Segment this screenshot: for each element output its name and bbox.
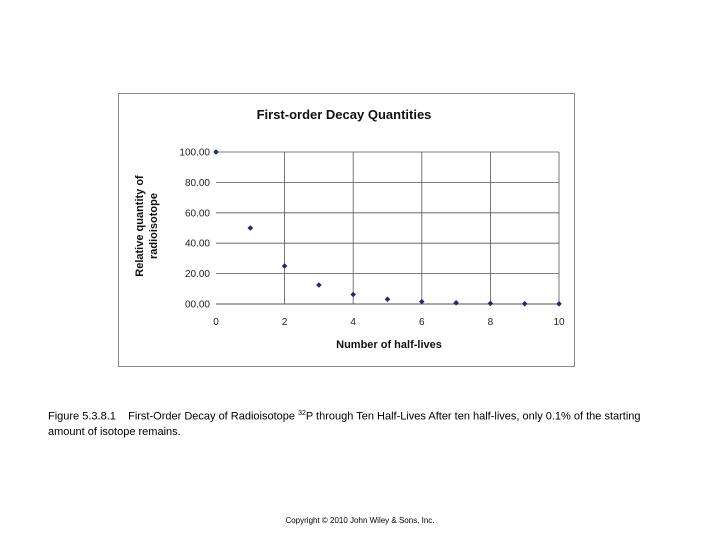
x-tick-label: 6 bbox=[419, 317, 425, 328]
copyright-notice: Copyright © 2010 John Wiley & Sons, Inc. bbox=[285, 516, 435, 525]
x-tick-label: 8 bbox=[488, 317, 494, 328]
y-axis-label-line-1: Relative quantity of bbox=[134, 175, 146, 277]
y-tick-label: 40.00 bbox=[185, 239, 210, 250]
y-tick-label: 80.00 bbox=[185, 178, 210, 189]
data-point bbox=[453, 300, 459, 306]
data-point bbox=[316, 282, 322, 288]
x-tick-label: 10 bbox=[553, 317, 565, 328]
caption-text-after: P through Ten Half-Lives After ten half-… bbox=[48, 410, 641, 438]
data-point bbox=[556, 301, 562, 307]
y-tick-label: 100.00 bbox=[179, 148, 210, 159]
y-tick-label: 20.00 bbox=[185, 269, 210, 280]
data-points bbox=[213, 149, 562, 307]
data-point bbox=[487, 300, 494, 307]
x-tick-label: 0 bbox=[213, 317, 219, 328]
y-axis-label-line-2: radioisotope bbox=[148, 193, 160, 259]
y-tick-label: 00.00 bbox=[185, 300, 210, 311]
data-point bbox=[419, 298, 425, 305]
figure-caption: Figure 5.3.8.1 First-Order Decay of Radi… bbox=[48, 406, 678, 440]
chart-frame: First-order Decay Quantities Relative qu… bbox=[118, 93, 575, 367]
data-point bbox=[247, 225, 254, 231]
tick-labels: 00.00 20.00 40.00 60.00 80.00 100.00 0 2 4 6 8 10 bbox=[179, 148, 565, 329]
data-point bbox=[213, 149, 219, 155]
data-point bbox=[384, 296, 391, 303]
decay-chart: First-order Decay Quantities Relative qu… bbox=[134, 107, 565, 351]
data-point bbox=[521, 300, 528, 307]
y-tick-label: 60.00 bbox=[185, 208, 210, 219]
caption-text-before: First-Order Decay of Radioisotope bbox=[128, 410, 299, 423]
chart-title: First-order Decay Quantities bbox=[257, 107, 432, 122]
caption-superscript: 32 bbox=[298, 410, 306, 417]
data-point bbox=[350, 291, 356, 298]
x-tick-label: 4 bbox=[350, 317, 356, 328]
data-point bbox=[281, 263, 288, 269]
caption-label: Figure 5.3.8.1 bbox=[48, 410, 116, 423]
x-tick-label: 2 bbox=[282, 317, 288, 328]
grid bbox=[216, 151, 560, 305]
x-axis-label: Number of half-lives bbox=[336, 339, 442, 351]
